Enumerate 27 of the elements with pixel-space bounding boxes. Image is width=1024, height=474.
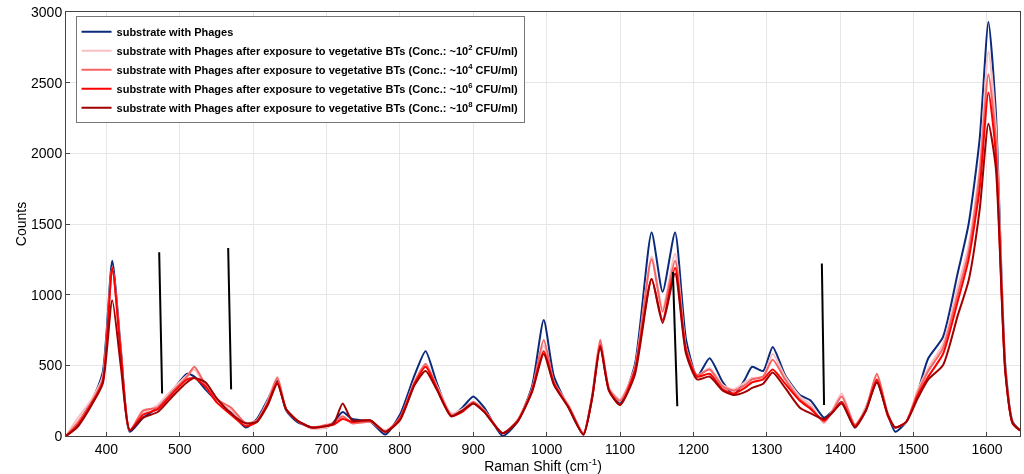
x-tick-label: 900 — [461, 440, 486, 457]
x-tick-label: 1000 — [531, 440, 563, 457]
legend-label: substrate with Phages after exposure to vegetative BTs (Conc.: ~10$^{8}$ CFU/ml) — [116, 100, 518, 115]
x-tick-label: 500 — [168, 440, 192, 457]
x-tick-label: 700 — [314, 440, 339, 457]
legend-label: substrate with Phages after exposure to vegetative BTs (Conc.: ~10$^{2}$ CFU/ml) — [116, 43, 518, 58]
y-tick-label: 1500 — [31, 215, 63, 232]
y-tick-label: 1000 — [31, 286, 63, 303]
y-tick-label: 0 — [54, 427, 63, 444]
x-tick-label: 600 — [241, 440, 266, 457]
x-tick-label: 1200 — [677, 440, 710, 457]
legend-label: substrate with Phages — [116, 26, 234, 39]
y-tick-label: 2500 — [31, 74, 63, 91]
x-tick-label: 1300 — [751, 440, 783, 457]
y-tick-label: 2000 — [31, 145, 63, 162]
x-tick-label: 1600 — [971, 440, 1003, 457]
y-axis-title: Counts — [13, 201, 30, 247]
y-tick-label: 500 — [38, 357, 63, 374]
legend-label: substrate with Phages after exposure to vegetative BTs (Conc.: ~10$^{4}$ CFU/ml) — [116, 62, 518, 77]
x-tick-label: 1500 — [898, 440, 930, 457]
x-tick-label: 1400 — [824, 440, 856, 457]
legend-label: substrate with Phages after exposure to vegetative BTs (Conc.: ~10$^{6}$ CFU/ml) — [116, 81, 518, 96]
x-tick-label: 1100 — [605, 440, 636, 457]
y-tick-label: 3000 — [31, 3, 63, 20]
x-axis-title: Raman Shift (cm$^{-1}$) — [484, 456, 602, 474]
x-tick-label: 800 — [388, 440, 412, 457]
x-tick-label: 400 — [94, 440, 119, 457]
